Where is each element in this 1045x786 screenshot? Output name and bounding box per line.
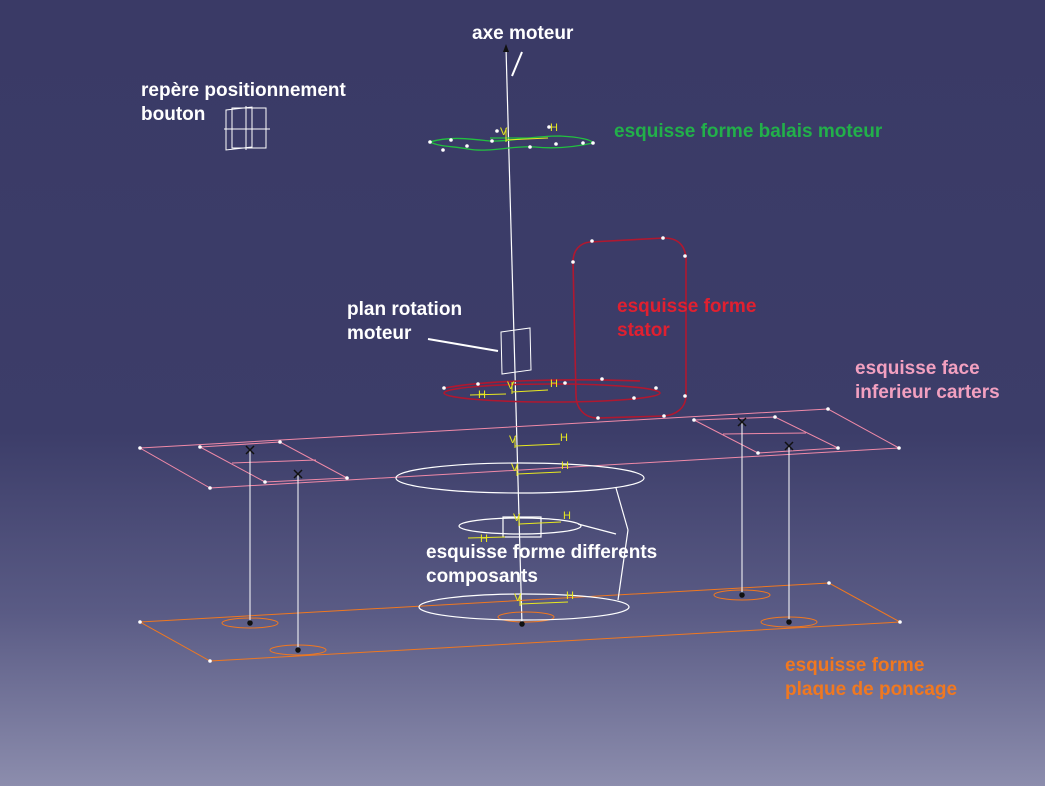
repere-bouton-label: repère positionnement bouton [141, 80, 346, 125]
svg-text:H: H [478, 389, 486, 401]
svg-text:V: V [511, 462, 519, 474]
connector-cross-marks [245, 417, 794, 653]
brush-sketch-points [428, 125, 595, 152]
svg-text:H: H [561, 460, 569, 472]
stator-label: esquisse forme stator [617, 296, 757, 341]
carter-face-plane[interactable] [138, 408, 901, 489]
brush-sketch[interactable] [428, 135, 594, 151]
stator-sketch[interactable] [443, 237, 687, 419]
svg-text:V: V [513, 512, 521, 524]
svg-text:H: H [560, 432, 568, 444]
composants-label: esquisse forme differents composants [426, 542, 658, 587]
stator-sketch-points [442, 236, 687, 420]
svg-text:H: H [480, 533, 488, 545]
rotation-plane[interactable] [500, 327, 532, 375]
svg-text:H: H [563, 510, 571, 522]
carter-plane-points [138, 407, 901, 490]
vertical-connectors [249, 422, 790, 650]
axis-markers [467, 128, 569, 606]
svg-text:H: H [566, 590, 574, 602]
svg-text:H: H [550, 122, 558, 134]
button-reference-frame[interactable] [224, 106, 270, 151]
component-sketches[interactable] [395, 462, 645, 621]
svg-text:V: V [509, 434, 517, 446]
face-carters-label: esquisse face inferieur carters [855, 358, 1000, 403]
svg-text:V: V [500, 126, 508, 138]
axe-moteur-leader [511, 51, 523, 77]
motor-axis-arrowhead [503, 44, 509, 52]
plaque-poncage-label: esquisse forme plaque de poncage [785, 655, 958, 700]
plan-rotation-label: plan rotation moteur [347, 299, 463, 344]
axe-moteur-label: axe moteur [472, 23, 574, 44]
svg-text:H: H [550, 378, 558, 390]
plate-points [138, 581, 902, 663]
axis-marker-letters: V H V H V H V H V H V H H H [478, 122, 574, 604]
motor-axis-line[interactable] [505, 47, 523, 626]
svg-text:V: V [507, 380, 515, 392]
balais-moteur-label: esquisse forme balais moteur [614, 121, 883, 142]
plan-rotation-leader [427, 338, 499, 352]
svg-text:V: V [514, 592, 522, 604]
